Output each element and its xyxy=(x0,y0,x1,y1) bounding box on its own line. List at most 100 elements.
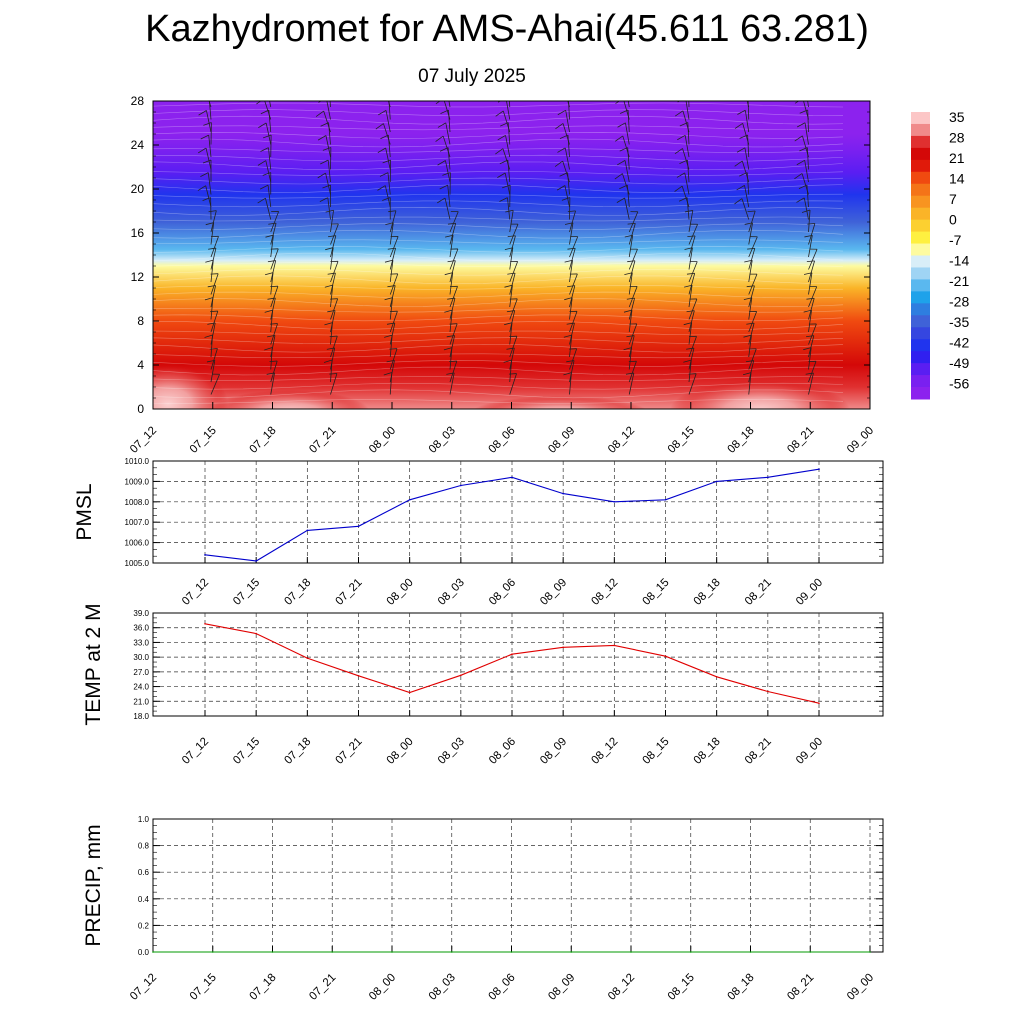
data-point xyxy=(869,951,871,953)
colorbar-label: 21 xyxy=(949,150,965,166)
heatmap-contour xyxy=(153,330,844,336)
data-point xyxy=(306,657,309,659)
wind-barb-flag xyxy=(686,272,695,275)
wind-barb-flag xyxy=(806,335,814,338)
wind-barb xyxy=(688,273,696,295)
x-tick-label: 08_06 xyxy=(487,972,518,1003)
data-point xyxy=(749,951,752,953)
x-tick-label: 08_21 xyxy=(785,425,816,456)
x-tick-label: 07_15 xyxy=(231,577,262,608)
colorbar-swatch xyxy=(911,255,930,268)
wind-barb xyxy=(449,272,454,295)
wind-barb xyxy=(748,248,756,270)
wind-barb xyxy=(327,197,331,220)
wind-barb xyxy=(744,185,750,208)
heatmap-hotspot xyxy=(670,380,850,409)
data-point xyxy=(204,554,206,556)
wind-barb-flag xyxy=(554,160,563,167)
colorbar-swatch xyxy=(911,303,930,316)
wind-barb-flag xyxy=(567,285,575,288)
wind-barb-flag xyxy=(803,309,812,313)
wind-barb xyxy=(748,323,755,345)
wind-barb xyxy=(806,147,809,170)
wind-barb-flag xyxy=(384,297,393,301)
wind-barb xyxy=(684,135,690,158)
wind-barb-flag xyxy=(557,109,566,116)
wind-barb xyxy=(507,197,511,220)
wind-barb-flag xyxy=(200,172,209,177)
wind-barb-flag xyxy=(742,372,752,376)
wind-barb xyxy=(330,360,333,383)
wind-barb xyxy=(389,360,395,383)
wind-barb xyxy=(746,172,750,195)
x-tick-label: 08_06 xyxy=(487,577,518,608)
wind-barb-flag xyxy=(567,247,576,250)
wind-barb xyxy=(207,172,212,195)
wind-barb-flag xyxy=(619,147,628,152)
wind-barb xyxy=(509,273,516,295)
y-tick-label: 27.0 xyxy=(133,668,149,677)
wind-barb-flag xyxy=(377,185,386,191)
heatmap-contour xyxy=(153,184,844,193)
wind-barb xyxy=(688,360,692,383)
wind-barb-flag xyxy=(615,101,620,104)
wind-barb xyxy=(808,372,814,395)
y-tick-label: 33.0 xyxy=(133,638,149,647)
data-point xyxy=(255,632,257,635)
wind-barb xyxy=(210,297,214,320)
wind-barb-flag xyxy=(443,347,453,351)
heatmap-area xyxy=(153,86,870,409)
wind-barb xyxy=(389,260,394,283)
wind-barb-flag xyxy=(806,297,815,300)
wind-barb-flag xyxy=(329,335,338,338)
temperature-cross-section: 0 4 8 12 16 20 24 28 07_12 07_15 07_18 07_21 08_00 08… xyxy=(128,86,876,456)
wind-barb xyxy=(389,273,399,295)
x-tick-label: 08_15 xyxy=(641,736,672,767)
wind-barb xyxy=(569,260,573,283)
wind-barb xyxy=(270,310,274,333)
wind-barb-flag xyxy=(805,372,814,375)
colorbar-label: 7 xyxy=(949,191,957,207)
wind-barb xyxy=(210,222,215,245)
wind-barb-flag xyxy=(556,86,564,91)
wind-barb xyxy=(687,160,690,183)
wind-barb xyxy=(808,335,815,358)
wind-barb-flag xyxy=(739,134,748,139)
x-tick-label: 07_12 xyxy=(128,425,159,456)
wind-barb-flag xyxy=(556,185,566,191)
data-point xyxy=(613,644,616,647)
colorbar-swatch xyxy=(911,147,930,161)
wind-barb xyxy=(449,310,453,333)
wind-barb-flag xyxy=(207,322,216,325)
colorbar-label: -42 xyxy=(949,335,969,351)
wind-barb-flag xyxy=(387,247,396,250)
wind-barb xyxy=(748,210,756,233)
colorbar-label: -35 xyxy=(949,314,969,330)
wind-barb-flag xyxy=(678,197,688,202)
heatmap-contour xyxy=(153,193,844,199)
wind-barb-flag xyxy=(375,123,384,130)
wind-barb-flag xyxy=(505,209,514,213)
wind-barb-flag xyxy=(503,322,513,326)
wind-barb xyxy=(270,286,279,308)
wind-barb-flag xyxy=(205,259,214,263)
wind-barb xyxy=(270,360,278,383)
data-point xyxy=(818,702,820,705)
wind-barb xyxy=(808,286,818,308)
wind-barb xyxy=(628,347,632,370)
y-tick-label: 18.0 xyxy=(133,712,149,721)
y-tick-label: 1010.0 xyxy=(125,457,150,466)
wind-barb-flag xyxy=(437,160,446,166)
wind-barb xyxy=(748,222,753,245)
wind-barb xyxy=(565,110,570,133)
x-tick-label: 08_06 xyxy=(487,425,518,456)
wind-barb xyxy=(389,222,394,245)
heatmap-contour xyxy=(153,246,844,253)
wind-barb xyxy=(330,247,334,270)
x-tick-label: 08_18 xyxy=(726,425,757,456)
wind-barb xyxy=(569,372,572,395)
wind-barb-flag xyxy=(796,197,805,203)
x-tick-label: 07_15 xyxy=(188,972,219,1003)
wind-barb xyxy=(270,323,278,345)
wind-barb xyxy=(509,347,515,370)
